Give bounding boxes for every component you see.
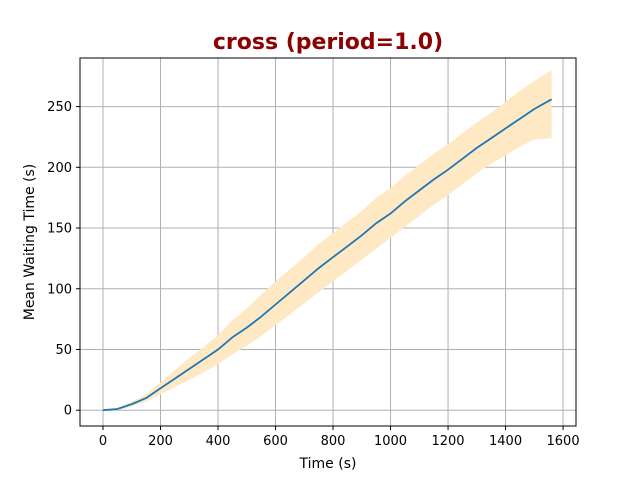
x-tick-label: 1200 <box>431 434 464 449</box>
chart-title: cross (period=1.0) <box>213 30 443 55</box>
x-tick-label: 1600 <box>547 434 580 449</box>
y-tick-label: 50 <box>55 343 72 358</box>
y-tick-label: 200 <box>47 161 72 176</box>
plot-frame <box>79 57 577 427</box>
y-tick-label: 100 <box>47 282 72 297</box>
series-line <box>102 98 553 412</box>
y-tick-label: 0 <box>64 404 72 419</box>
x-tick-label: 1400 <box>489 434 522 449</box>
x-tick-label: 0 <box>99 434 107 449</box>
x-tick-label: 200 <box>148 434 173 449</box>
y-axis-label: Mean Waiting Time (s) <box>22 164 38 321</box>
confidence-band <box>103 70 552 411</box>
y-tick-label: 150 <box>47 222 72 237</box>
y-tick-label: 250 <box>47 100 72 115</box>
x-tick-label: 1000 <box>374 434 407 449</box>
x-tick-label: 800 <box>321 434 346 449</box>
x-axis-ticks: 0 200 400 600 800 1000 1200 1400 1600 <box>99 426 580 449</box>
x-axis-label: Time (s) <box>299 456 357 472</box>
x-tick-label: 600 <box>263 434 288 449</box>
y-axis-ticks: 0 50 100 150 200 250 <box>47 100 80 419</box>
x-tick-label: 400 <box>206 434 231 449</box>
